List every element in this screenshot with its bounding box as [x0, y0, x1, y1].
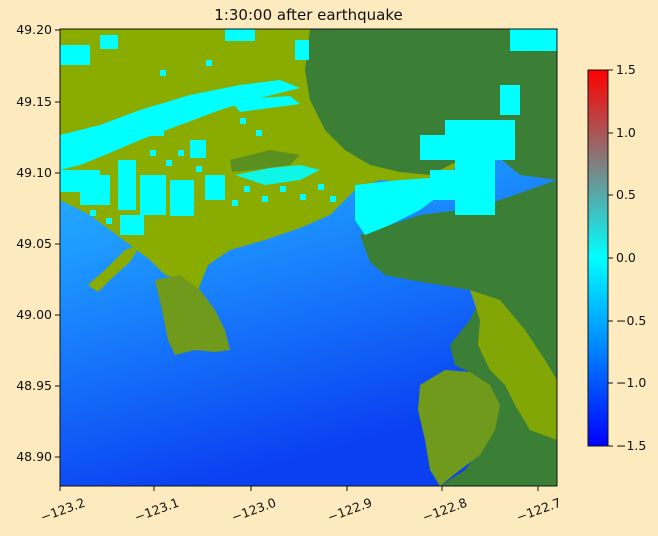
river-delta-dark	[230, 150, 300, 172]
colorbar-gradient	[587, 69, 609, 447]
y-tick-label: 48.95	[16, 378, 52, 393]
flooded-areas	[60, 29, 557, 235]
land-spit	[88, 245, 140, 292]
x-tick-label: −123.2	[38, 495, 87, 525]
land-peninsula-south	[418, 370, 500, 486]
colorbar-tick-label: 1.0	[616, 125, 636, 140]
x-tick-label: −123.0	[229, 495, 278, 525]
y-tick-label: 49.10	[16, 165, 52, 180]
x-tick-label: −122.8	[420, 495, 469, 525]
land-southeast	[360, 180, 557, 486]
y-tick-label: 49.00	[16, 307, 52, 322]
land-southeast-shore	[470, 290, 557, 440]
x-tick-label: −123.1	[132, 495, 181, 525]
plot-frame	[59, 28, 558, 487]
pixel-noise	[90, 60, 336, 224]
colorbar-tick-label: 0.0	[616, 250, 636, 265]
colorbar-tick-label: 1.5	[616, 62, 636, 77]
y-axis: 49.20 49.15 49.10 49.05 49.00 48.95 48.9…	[16, 22, 60, 464]
y-tick-label: 49.15	[16, 94, 52, 109]
colorbar: 1.5 1.0 0.5 0.0 −0.5 −1.0 −1.5	[587, 62, 646, 453]
map-title: 1:30:00 after earthquake	[214, 6, 403, 24]
x-axis: −123.2 −123.1 −123.0 −122.9 −122.8 −122.…	[38, 486, 563, 525]
land-point-roberts	[155, 275, 230, 355]
x-tick-label: −122.9	[325, 495, 374, 525]
y-tick-label: 49.20	[16, 22, 52, 37]
colorbar-tick-label: 0.5	[616, 187, 636, 202]
colorbar-tick-label: −1.0	[616, 375, 646, 390]
colorbar-tick-label: −1.5	[616, 438, 646, 453]
y-tick-label: 49.05	[16, 236, 52, 251]
map-plot-area	[60, 29, 557, 486]
colorbar-tick-label: −0.5	[616, 313, 646, 328]
x-tick-label: −122.7	[514, 495, 563, 525]
y-tick-label: 48.90	[16, 449, 52, 464]
